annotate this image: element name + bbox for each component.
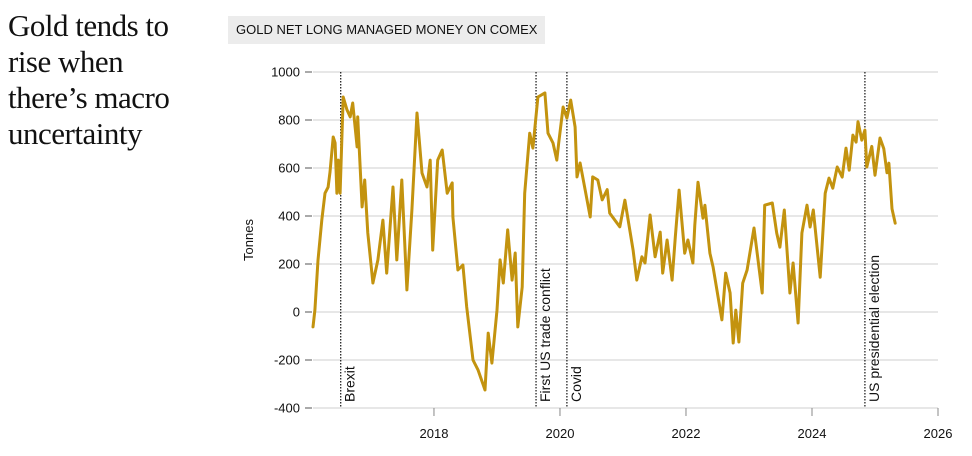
event-label: Covid [568, 366, 584, 402]
y-tick-label: 600 [278, 161, 300, 176]
x-tick-label: 2018 [420, 426, 449, 441]
y-tick-label: 800 [278, 113, 300, 128]
y-tick-label: -400 [274, 401, 300, 416]
y-axis-label: Tonnes [241, 219, 256, 261]
y-tick-label: 200 [278, 257, 300, 272]
y-tick-label: -200 [274, 353, 300, 368]
event-label: First US trade conflict [537, 268, 553, 402]
y-tick-label: 400 [278, 209, 300, 224]
x-tick-label: 2026 [924, 426, 953, 441]
headline: Gold tends to rise when there’s macro un… [8, 8, 170, 151]
x-tick-label: 2020 [546, 426, 575, 441]
event-label: Brexit [342, 366, 358, 402]
y-tick-label: 1000 [271, 65, 300, 80]
chart-title: GOLD NET LONG MANAGED MONEY ON COMEX [228, 16, 546, 44]
x-tick-label: 2024 [798, 426, 827, 441]
event-label: US presidential election [866, 255, 882, 402]
series-line-net-long [311, 91, 897, 392]
x-tick-label: 2022 [672, 426, 701, 441]
y-tick-label: 0 [293, 305, 300, 320]
